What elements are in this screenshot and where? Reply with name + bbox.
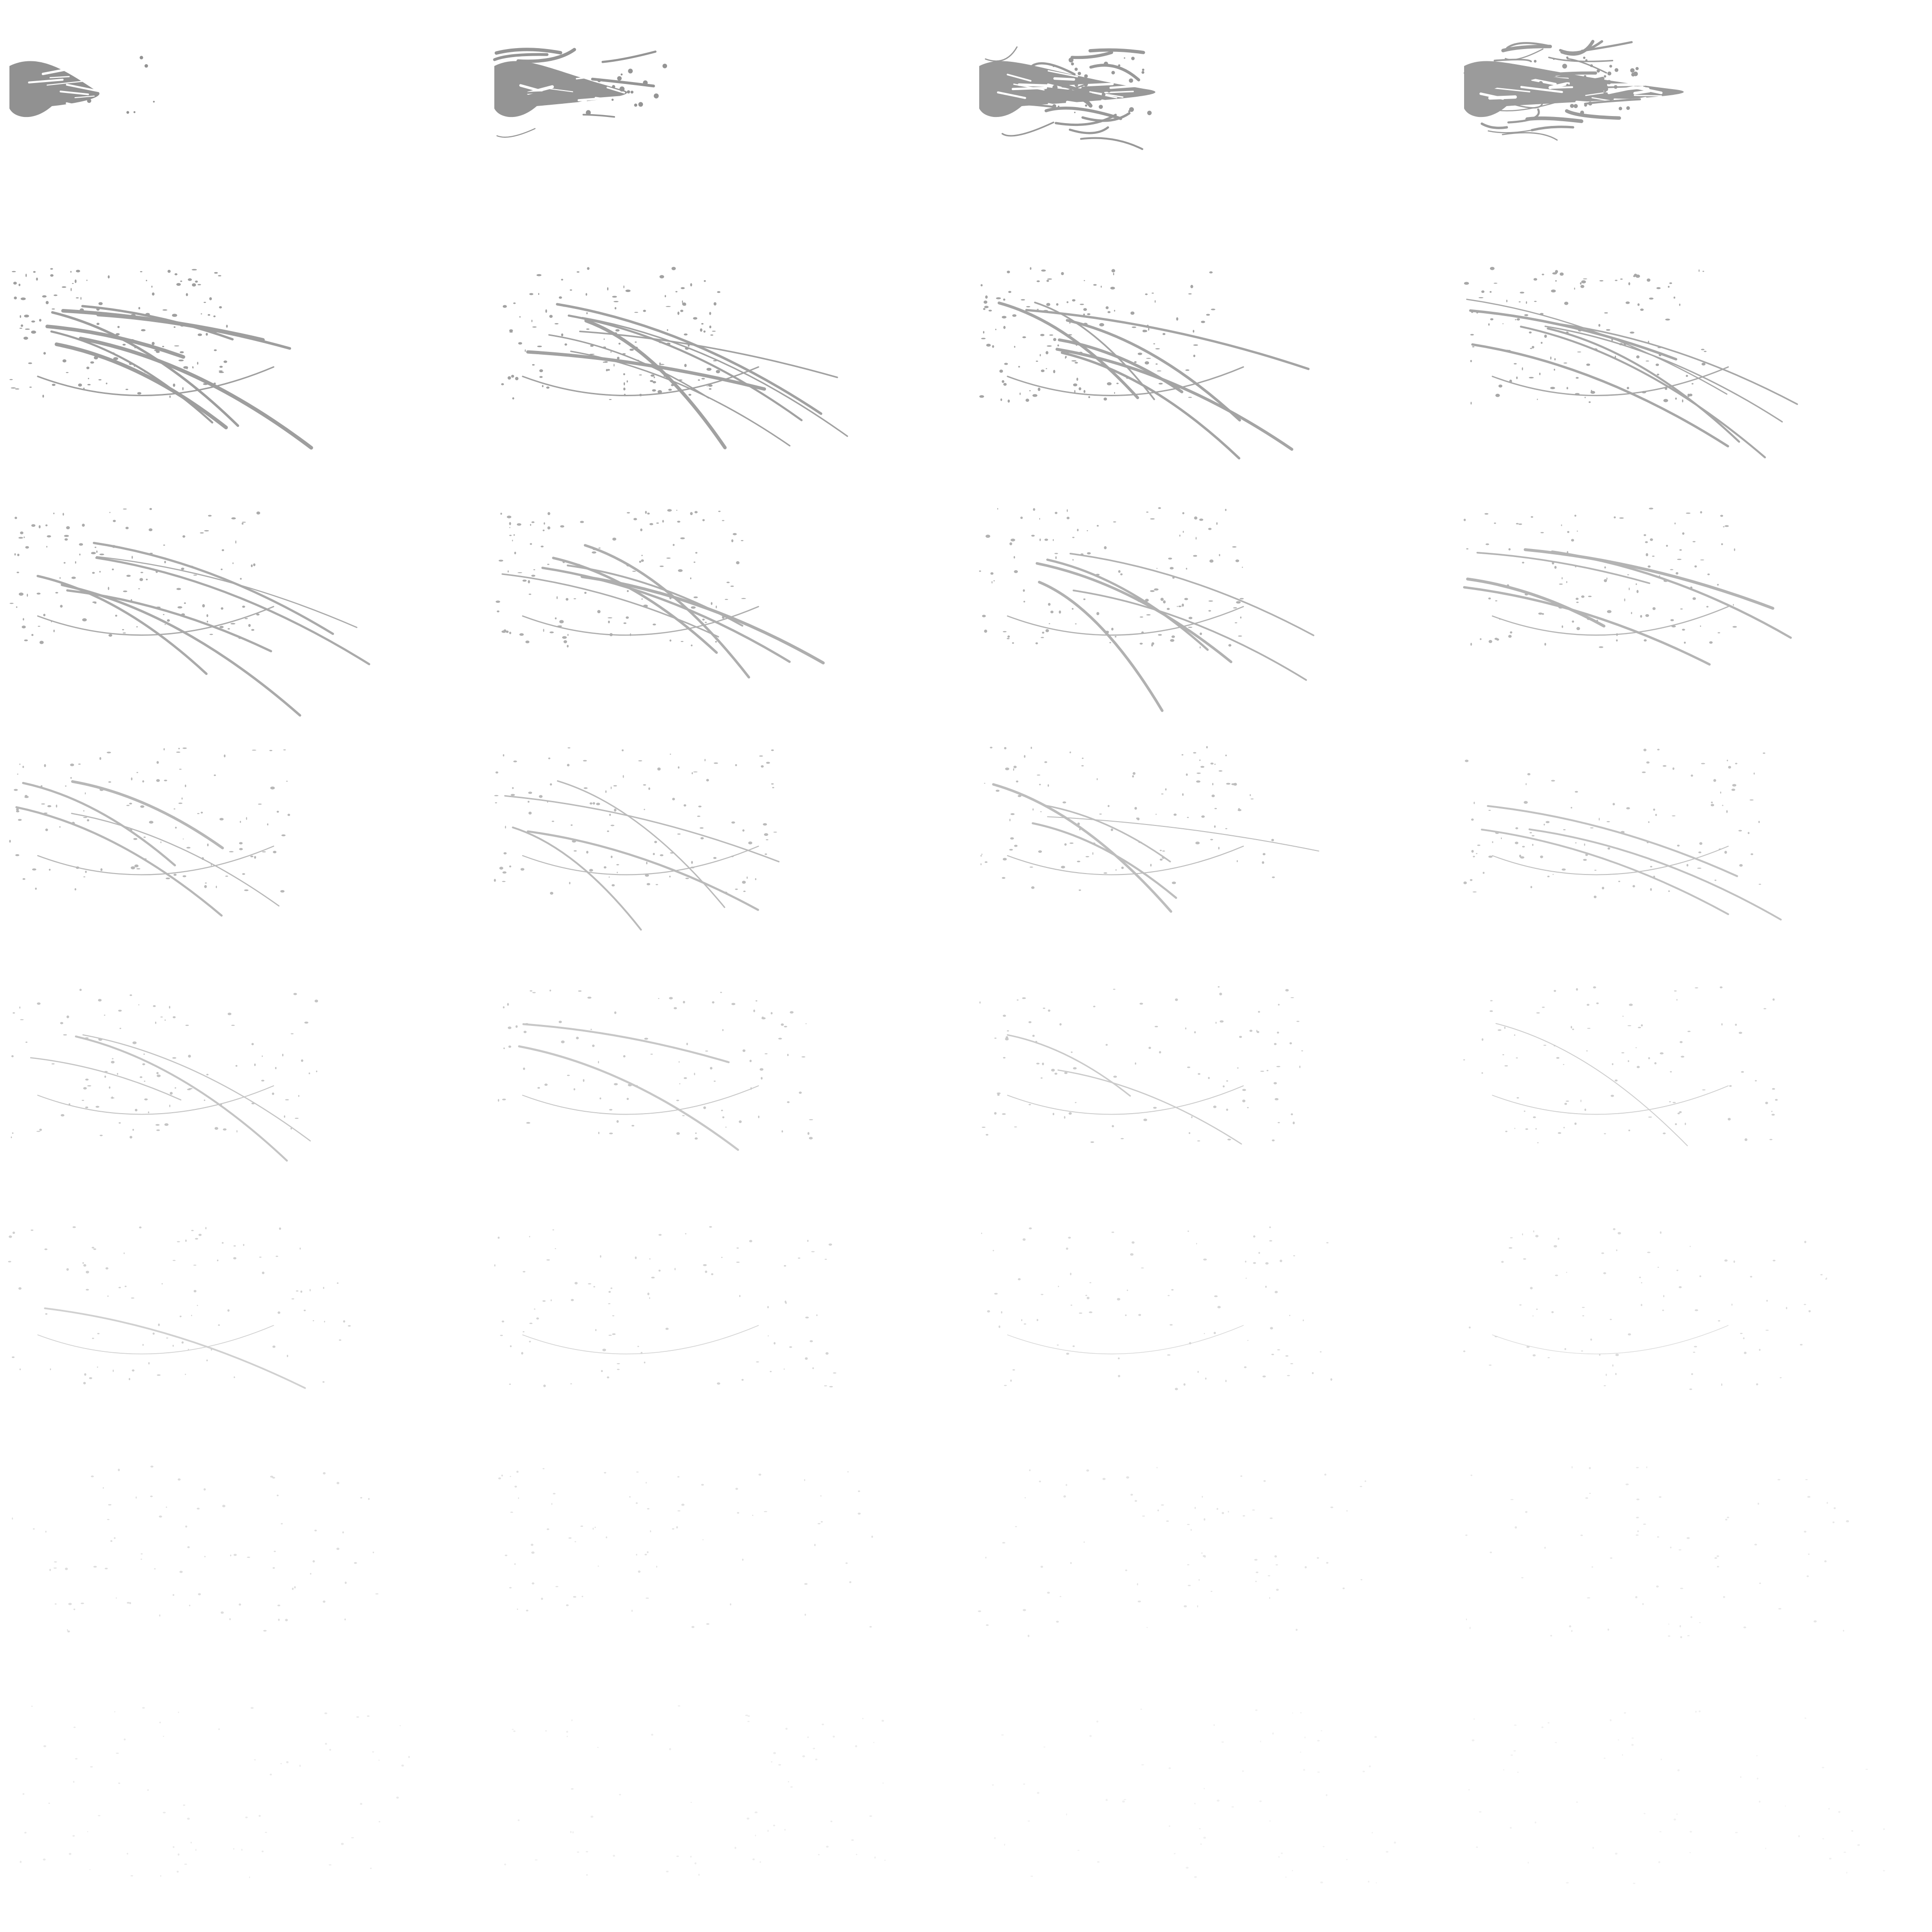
splash-graphic bbox=[1468, 1710, 1885, 1884]
sprite-frame bbox=[483, 724, 966, 966]
splash-graphic bbox=[979, 507, 1315, 712]
sprite-frame bbox=[966, 483, 1449, 724]
splash-graphic bbox=[981, 1226, 1332, 1391]
splash-graphic bbox=[978, 1467, 1366, 1637]
splash-graphic bbox=[494, 1226, 837, 1388]
splash-graphic bbox=[979, 986, 1303, 1145]
splash-graphic bbox=[498, 990, 813, 1151]
splash-graphic bbox=[1465, 1466, 1849, 1639]
sprite-frame bbox=[966, 1690, 1449, 1932]
sprite-frame bbox=[1449, 966, 1932, 1208]
sprite-frame bbox=[483, 1690, 966, 1932]
splash-graphic bbox=[9, 747, 291, 917]
sprite-frame bbox=[966, 0, 1449, 242]
sprite-frame bbox=[0, 1690, 483, 1932]
splash-graphic bbox=[10, 989, 318, 1162]
sprite-frame bbox=[0, 1208, 483, 1449]
splash-graphic bbox=[495, 509, 825, 679]
splash-graphic bbox=[979, 46, 1158, 150]
sprite-frame bbox=[1449, 483, 1932, 724]
splash-graphic bbox=[980, 746, 1319, 913]
splash-graphic bbox=[494, 747, 780, 931]
splash-graphic bbox=[12, 1466, 379, 1632]
sprite-frame bbox=[0, 724, 483, 966]
sprite-frame bbox=[0, 0, 483, 242]
splash-graphic bbox=[9, 268, 313, 450]
sprite-frame bbox=[0, 242, 483, 483]
splash-graphic bbox=[498, 1468, 873, 1628]
sprite-frame bbox=[1449, 1690, 1932, 1932]
sprite-frame bbox=[0, 1449, 483, 1690]
splash-graphic bbox=[9, 56, 155, 117]
splash-graphic bbox=[1463, 986, 1778, 1147]
sprite-frame bbox=[0, 483, 483, 724]
sprite-frame bbox=[1449, 0, 1932, 242]
sprite-frame bbox=[1449, 1449, 1932, 1690]
splash-graphic bbox=[1464, 40, 1684, 141]
splash-graphic bbox=[19, 1706, 410, 1878]
sprite-frame bbox=[483, 1208, 966, 1449]
splash-graphic bbox=[493, 48, 667, 138]
sprite-frame bbox=[483, 0, 966, 242]
splash-graphic bbox=[8, 1226, 351, 1389]
sprite-frame bbox=[1449, 724, 1932, 966]
splash-graphic bbox=[501, 266, 848, 450]
sprite-frame bbox=[966, 1449, 1449, 1690]
sprite-frame bbox=[0, 966, 483, 1208]
sprite-frame bbox=[966, 966, 1449, 1208]
sprite-frame bbox=[966, 242, 1449, 483]
splash-graphic bbox=[979, 267, 1310, 460]
splash-graphic bbox=[1463, 1228, 1827, 1390]
splash-graphic bbox=[1463, 508, 1792, 666]
sprite-frame bbox=[483, 242, 966, 483]
splash-graphic bbox=[1464, 266, 1798, 458]
sprite-frame bbox=[483, 1449, 966, 1690]
sprite-frame bbox=[483, 966, 966, 1208]
sprite-frame bbox=[1449, 242, 1932, 483]
splash-graphic bbox=[992, 1708, 1396, 1883]
splash-graphic bbox=[504, 1705, 886, 1876]
sprite-frame bbox=[483, 483, 966, 724]
sprite-frame bbox=[966, 1208, 1449, 1449]
splash-graphic bbox=[1463, 749, 1782, 921]
sprite-frame bbox=[1449, 1208, 1932, 1449]
sprite-frame bbox=[966, 724, 1449, 966]
splash-graphic bbox=[9, 508, 370, 717]
